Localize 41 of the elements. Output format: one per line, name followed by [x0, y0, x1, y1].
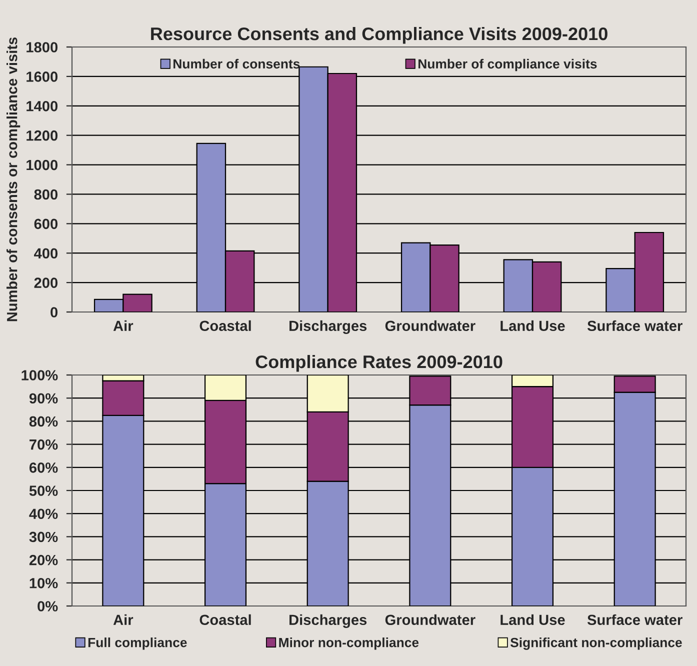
y-tick-label: 60%	[29, 462, 58, 473]
y-tick-label: 200	[34, 278, 58, 288]
x-tick-label: Surface water	[587, 320, 682, 332]
y-tick-label: 80%	[29, 416, 58, 427]
y-tick-label: 70%	[30, 439, 58, 450]
x-tick-label: Land Use	[500, 320, 565, 332]
y-tick-label: 50%	[29, 486, 58, 496]
y-tick-label: 0%	[38, 601, 58, 612]
y-tick-label: 90%	[29, 393, 58, 404]
x-tick-label: Groundwater	[385, 320, 476, 332]
legend-label: Significant non-compliance	[510, 638, 682, 650]
y-tick-label: 40%	[29, 508, 58, 520]
x-tick-label: Coastal	[200, 614, 251, 626]
y-tick-label: 100%	[22, 370, 58, 380]
x-tick-label: Land Use	[500, 614, 565, 626]
y-tick-label: 1200	[26, 130, 58, 141]
y-tick-label: 1600	[26, 72, 58, 82]
x-tick-label: Coastal	[200, 320, 251, 332]
y-tick-label: 600	[34, 218, 58, 230]
y-tick-label: 1400	[26, 100, 58, 112]
y-tick-label: 20%	[29, 554, 58, 566]
y-tick-label: 1800	[26, 42, 58, 52]
x-tick-label: Air	[113, 320, 134, 331]
legend-label: Full compliance	[88, 638, 187, 650]
y-tick-label: 1000	[26, 160, 58, 170]
y-axis-title: Number of consents or compliance visits	[6, 37, 20, 322]
x-tick-label: Groundwater	[385, 614, 476, 626]
y-tick-label: 400	[34, 248, 58, 259]
x-tick-label: Discharges	[289, 614, 367, 628]
y-tick-label: 30%	[29, 532, 58, 542]
legend-label: Minor non-compliance	[279, 638, 419, 650]
x-tick-label: Discharges	[289, 320, 367, 334]
chart-title: Compliance Rates 2009-2010	[256, 354, 502, 372]
x-tick-label: Surface water	[587, 614, 682, 626]
chart-title: Resource Consents and Compliance Visits 2009-2010	[151, 26, 608, 44]
legend-label: Number of compliance visits	[418, 58, 597, 72]
y-tick-label: 800	[34, 189, 58, 200]
y-tick-label: 0	[50, 307, 58, 318]
legend-label: Number of consents	[174, 58, 300, 69]
y-tick-label: 10%	[30, 578, 58, 588]
x-tick-label: Air	[113, 614, 134, 625]
